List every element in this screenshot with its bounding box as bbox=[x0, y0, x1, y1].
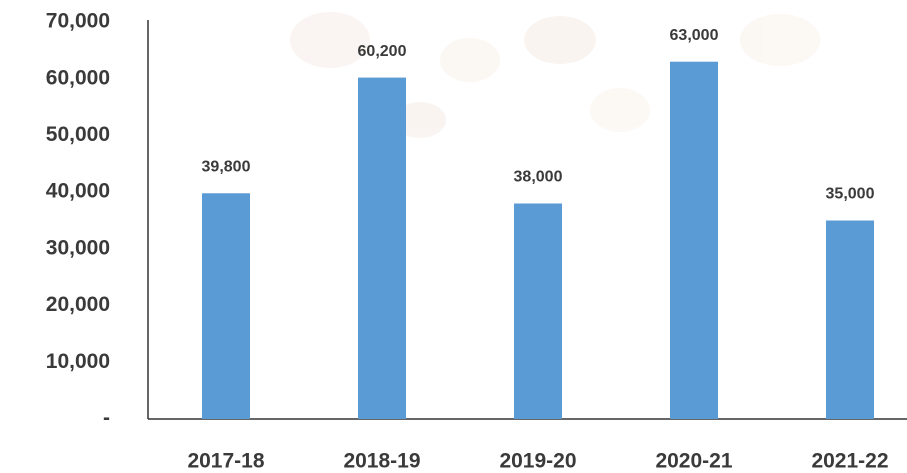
y-tick-label: 30,000 bbox=[46, 236, 110, 259]
y-tick-label: 60,000 bbox=[46, 66, 110, 89]
value-label: 35,000 bbox=[826, 186, 875, 203]
value-label: 38,000 bbox=[514, 169, 563, 186]
bar bbox=[670, 61, 718, 419]
bar bbox=[826, 220, 874, 419]
y-tick-label: - bbox=[103, 407, 110, 430]
value-label: 60,200 bbox=[358, 43, 407, 60]
background-decoration bbox=[290, 12, 820, 138]
y-tick-label: 70,000 bbox=[46, 10, 110, 33]
bar bbox=[358, 77, 406, 419]
bar bbox=[202, 193, 250, 419]
x-tick-label: 2020-21 bbox=[655, 450, 732, 473]
x-tick-label: 2017-18 bbox=[187, 450, 264, 473]
value-label: 39,800 bbox=[202, 158, 251, 175]
x-tick-label: 2021-22 bbox=[811, 450, 888, 473]
x-tick-label: 2018-19 bbox=[343, 450, 420, 473]
bar bbox=[514, 203, 562, 419]
y-tick-label: 40,000 bbox=[46, 180, 110, 203]
y-tick-label: 20,000 bbox=[46, 293, 110, 316]
x-tick-label: 2019-20 bbox=[499, 450, 576, 473]
y-tick-label: 50,000 bbox=[46, 123, 110, 146]
value-label: 63,000 bbox=[670, 27, 719, 44]
y-tick-label: 10,000 bbox=[46, 350, 110, 373]
